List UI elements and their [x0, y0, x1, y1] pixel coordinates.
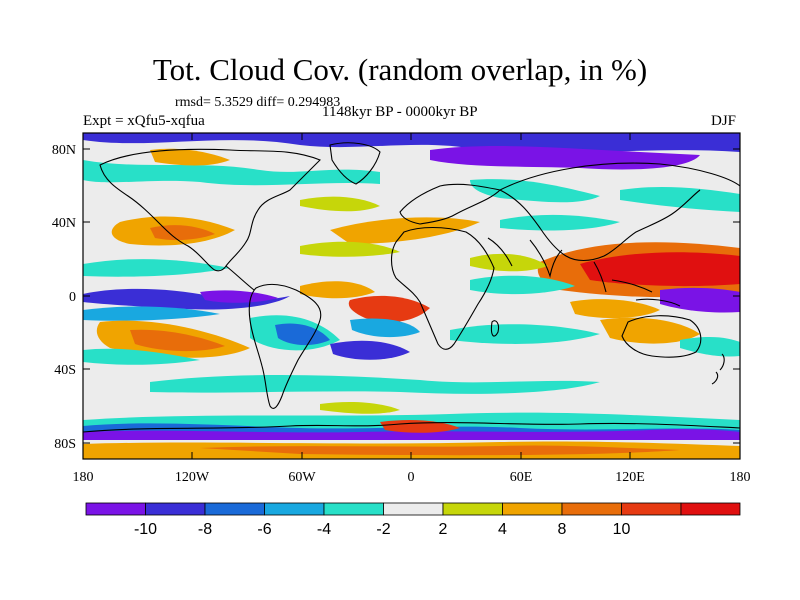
colorbar-box-2	[145, 502, 206, 516]
spac-darkorange-core	[130, 329, 225, 352]
pacific-cyan-south	[83, 306, 220, 321]
n-midlat-yellow	[300, 196, 380, 212]
north-america-outline	[99, 148, 321, 272]
greenland-outline	[329, 142, 381, 185]
antarctica-outline	[83, 422, 740, 433]
antarctic-purple-band	[83, 429, 740, 440]
season-label: DJF	[711, 113, 737, 129]
y-label-80n: 80N	[52, 143, 76, 158]
x-label-60e: 60E	[510, 470, 533, 485]
y-tick-marks	[83, 148, 740, 444]
stats-label: rmsd= 5.3529 diff= 0.294983	[175, 95, 341, 110]
arctic-orange-patch	[150, 148, 230, 166]
arabia-india-outline	[487, 237, 563, 279]
colorbar-label-8: 8	[558, 521, 567, 538]
na-darkorange-core	[150, 225, 215, 241]
s-america-blue	[275, 323, 330, 346]
pacific-cyan-north	[83, 259, 230, 277]
s-indian-cyan	[450, 324, 600, 344]
australia-orange	[600, 317, 700, 344]
north-pacific-cyan	[620, 187, 740, 212]
antarctic-darkorange-band	[200, 445, 680, 456]
se-asia-outline	[593, 261, 681, 307]
colorbar-box-3	[204, 502, 265, 516]
colorbar-box-11	[680, 502, 741, 516]
s-atlantic-blue	[330, 340, 410, 360]
anomaly-field	[83, 133, 740, 459]
x-label-120w: 120W	[175, 470, 210, 485]
colorbar-box-5	[323, 502, 384, 516]
africa-outline	[390, 226, 495, 350]
x-label-60w: 60W	[288, 470, 316, 485]
map-title: Tot. Cloud Cov. (random overlap, in %)	[152, 52, 648, 87]
colorbar-label-m4: -4	[317, 521, 331, 538]
atlantic-orange	[300, 281, 375, 299]
colorbar-box-7	[442, 502, 503, 516]
south-america-outline	[248, 283, 322, 409]
madagascar-outline	[490, 320, 500, 337]
s-ocean-cyan-band	[150, 375, 600, 394]
africa-red-core	[348, 295, 430, 323]
colorbar-box-8	[502, 502, 563, 516]
colorbar-label-m10: -10	[134, 521, 157, 538]
x-label-180e: 180	[730, 470, 751, 485]
east-pacific-core	[200, 290, 278, 303]
east-pacific-purple	[83, 288, 290, 310]
colorbar-label-m2: -2	[376, 521, 390, 538]
asia-outline	[499, 162, 740, 262]
europe-outline	[399, 183, 502, 225]
colorbar-label-m8: -8	[198, 521, 212, 538]
colorbar: -10 -8 -6 -4 -2 2 4 8 10	[85, 502, 741, 538]
colorbar-label-4: 4	[498, 521, 507, 538]
s-pac-cyan-east	[680, 336, 740, 357]
colorbar-label-10: 10	[613, 521, 631, 538]
atlantic-yellow	[300, 241, 400, 257]
colorbar-box-9	[561, 502, 622, 516]
y-label-40s: 40S	[54, 363, 76, 378]
x-label-180w: 180	[73, 470, 94, 485]
experiment-label: Expt = xQfu5-xqfua	[83, 113, 205, 129]
colorbar-label-m6: -6	[257, 521, 271, 538]
x-label-0: 0	[408, 470, 415, 485]
north-atlantic-cyan	[470, 179, 600, 203]
arctic-purple-band	[83, 133, 740, 154]
y-label-0: 0	[69, 290, 76, 305]
colorbar-box-10	[621, 502, 682, 516]
wpac-red-core	[580, 252, 740, 287]
s-ocean-yellow	[320, 402, 400, 414]
colorbar-box-4	[264, 502, 325, 516]
arctic-cyan-band	[83, 160, 380, 186]
australia-outline	[621, 315, 702, 358]
central-america-outline	[225, 265, 255, 291]
colorbar-box-6	[383, 502, 444, 516]
atlantic-orange-streak	[330, 217, 480, 244]
y-label-80s: 80S	[54, 437, 76, 452]
period-label: 1148kyr BP - 0000kyr BP	[322, 104, 478, 120]
spac-cyan-mid	[83, 348, 200, 365]
coastlines	[83, 142, 740, 433]
x-label-120e: 120E	[615, 470, 645, 485]
x-tick-marks	[82, 133, 741, 459]
wpac-purple-band	[660, 287, 740, 313]
colorbar-box-1	[85, 502, 146, 516]
s-atlantic-lightblue	[350, 318, 420, 338]
eurasia-cyan	[500, 214, 620, 231]
indian-cyan	[470, 275, 575, 295]
nz-outline	[711, 353, 725, 385]
wpac-south-orange	[570, 299, 660, 319]
y-label-40n: 40N	[52, 216, 76, 231]
colorbar-label-2: 2	[439, 521, 448, 538]
